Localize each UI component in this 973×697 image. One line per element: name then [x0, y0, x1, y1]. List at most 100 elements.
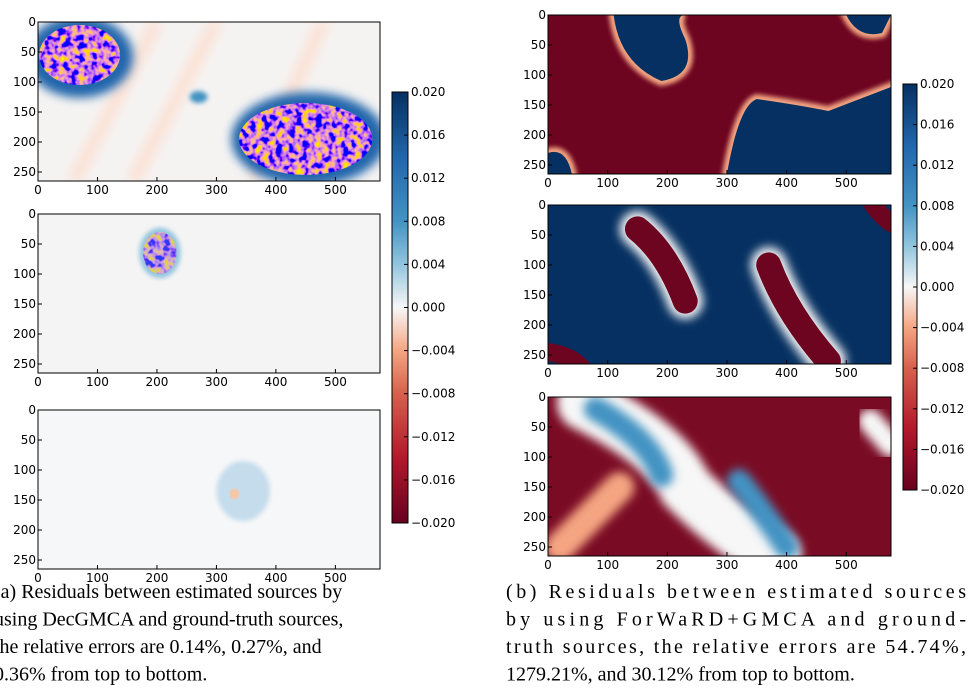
colorbar-label: −0.012 [411, 430, 455, 444]
caption-line: (a) Residuals between estimated sources … [0, 581, 342, 603]
x-tick-label: 200 [656, 558, 679, 572]
axes-frame [37, 21, 381, 182]
colorbar-label: 0.008 [920, 199, 954, 213]
x-tick-label: 300 [205, 375, 228, 389]
y-tick-label: 100 [13, 75, 36, 89]
colorbar-label: −0.020 [411, 516, 455, 530]
x-tick-label: 300 [716, 176, 739, 190]
axes-frame [547, 204, 892, 365]
x-tick-label: 400 [264, 571, 287, 585]
y-tick-label: 200 [523, 510, 546, 524]
y-tick-label: 250 [13, 553, 36, 567]
y-tick-label: 0 [28, 207, 36, 221]
colorbar-label: 0.004 [411, 257, 445, 271]
x-tick-label: 200 [656, 366, 679, 380]
colorbar-label: 0.012 [920, 158, 954, 172]
colorbar-label: −0.004 [411, 344, 455, 358]
caption-line: (b) Residuals between estimated sources [506, 581, 966, 603]
heatmap [38, 410, 381, 569]
y-tick-label: 50 [531, 38, 546, 52]
x-tick-label: 500 [835, 176, 858, 190]
x-tick-label: 200 [146, 571, 169, 585]
axes-frame [37, 213, 381, 374]
colorbar-label: 0.020 [411, 85, 445, 99]
colorbar-label: −0.020 [920, 483, 964, 497]
x-tick-label: 0 [544, 558, 552, 572]
x-tick-label: 200 [146, 183, 169, 197]
y-tick-label: 50 [531, 228, 546, 242]
y-tick-label: 50 [21, 237, 36, 251]
y-tick-label: 150 [13, 105, 36, 119]
axes-frame [547, 14, 892, 175]
colorbar-label: 0.000 [411, 301, 445, 315]
y-tick-label: 150 [13, 297, 36, 311]
x-tick-label: 500 [324, 571, 347, 585]
y-tick-label: 150 [523, 98, 546, 112]
x-tick-label: 0 [34, 375, 42, 389]
y-tick-label: 250 [523, 348, 546, 362]
y-tick-label: 100 [523, 68, 546, 82]
y-tick-label: 200 [13, 135, 36, 149]
y-tick-label: 0 [538, 8, 546, 22]
y-tick-label: 50 [21, 433, 36, 447]
y-tick-label: 150 [523, 480, 546, 494]
y-tick-label: 150 [13, 493, 36, 507]
y-tick-label: 100 [523, 258, 546, 272]
colorbar-label: 0.008 [411, 214, 445, 228]
x-tick-label: 400 [775, 366, 798, 380]
axes-frame [547, 396, 892, 557]
x-tick-label: 100 [596, 366, 619, 380]
x-tick-label: 400 [264, 375, 287, 389]
x-tick-label: 100 [596, 558, 619, 572]
x-tick-label: 300 [716, 366, 739, 380]
heatmap [548, 15, 891, 175]
x-tick-label: 0 [34, 571, 42, 585]
x-tick-label: 500 [835, 366, 858, 380]
heatmap [38, 214, 381, 373]
axes-frame [37, 409, 381, 570]
x-tick-label: 100 [86, 571, 109, 585]
colorbar-label: −0.016 [920, 442, 964, 456]
y-tick-label: 100 [13, 267, 36, 281]
colorbar-label: −0.016 [411, 473, 455, 487]
y-tick-label: 150 [523, 288, 546, 302]
y-tick-label: 250 [523, 158, 546, 172]
x-tick-label: 200 [656, 176, 679, 190]
heatmap [548, 397, 891, 557]
x-tick-label: 100 [596, 176, 619, 190]
y-tick-label: 50 [531, 420, 546, 434]
caption-line: by using ForWaRD+GMCA and ground- [506, 609, 966, 631]
y-tick-label: 0 [538, 198, 546, 212]
caption-line: 0.36% from top to bottom. [0, 664, 207, 686]
colorbar-label: −0.004 [920, 321, 964, 335]
y-tick-label: 0 [28, 15, 36, 29]
colorbar-label: 0.012 [411, 171, 445, 185]
x-tick-label: 300 [205, 571, 228, 585]
colorbar-label: 0.016 [411, 128, 445, 142]
x-tick-label: 500 [324, 375, 347, 389]
caption-line: 1279.21%, and 30.12% from top to bottom. [506, 664, 855, 686]
y-tick-label: 0 [28, 403, 36, 417]
colorbar-label: −0.008 [411, 387, 455, 401]
x-tick-label: 400 [775, 176, 798, 190]
x-tick-label: 100 [86, 375, 109, 389]
x-tick-label: 0 [544, 366, 552, 380]
x-tick-label: 0 [544, 176, 552, 190]
colorbar-label: −0.008 [920, 361, 964, 375]
y-tick-label: 0 [538, 390, 546, 404]
colorbar-label: 0.000 [920, 280, 954, 294]
colorbar-label: −0.012 [920, 402, 964, 416]
heatmap [38, 22, 381, 182]
y-tick-label: 200 [13, 327, 36, 341]
x-tick-label: 200 [146, 375, 169, 389]
y-tick-label: 250 [13, 357, 36, 371]
x-tick-label: 500 [835, 558, 858, 572]
colorbar-label: 0.020 [920, 77, 954, 91]
y-tick-label: 250 [13, 165, 36, 179]
y-tick-label: 200 [523, 128, 546, 142]
y-tick-label: 50 [21, 45, 36, 59]
x-tick-label: 100 [86, 183, 109, 197]
x-tick-label: 400 [264, 183, 287, 197]
x-tick-label: 500 [324, 183, 347, 197]
